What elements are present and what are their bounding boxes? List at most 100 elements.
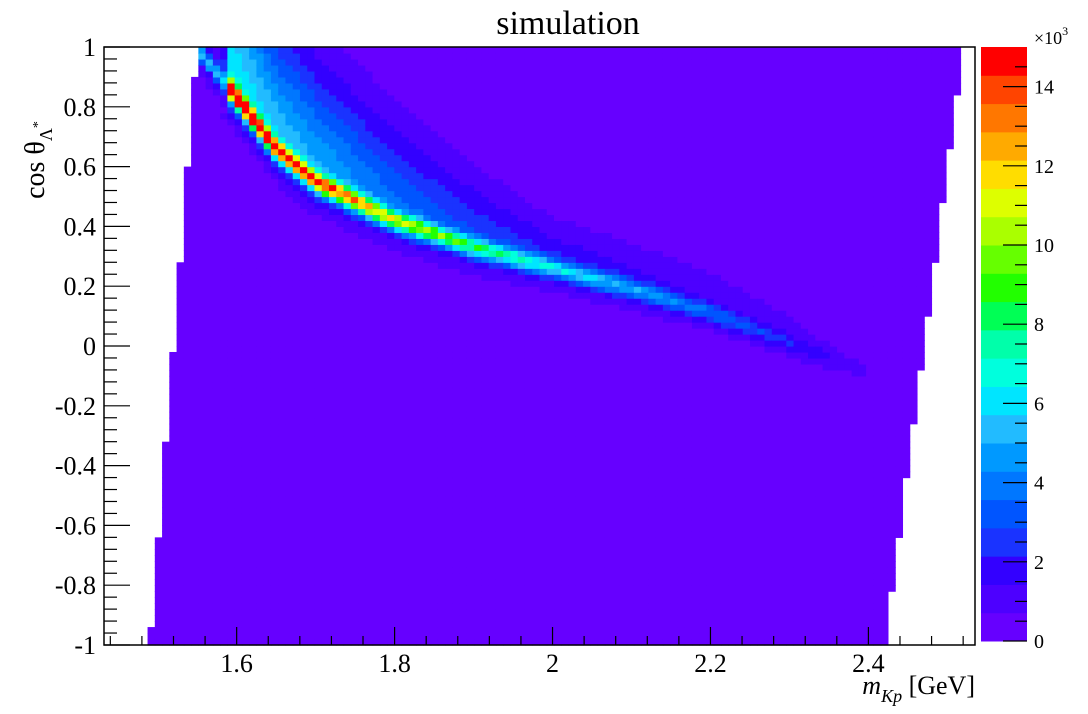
- heatmap-cell: [459, 262, 468, 269]
- heatmap-cell: [358, 220, 366, 227]
- heatmap-cell: [263, 501, 272, 509]
- heatmap-cell: [394, 274, 403, 281]
- heatmap-cell: [292, 124, 301, 132]
- heatmap-cell: [445, 381, 453, 389]
- heatmap-cell: [430, 190, 439, 198]
- heatmap-cell: [198, 381, 207, 389]
- heatmap-cell: [459, 441, 468, 449]
- heatmap-cell: [488, 411, 497, 419]
- heatmap-cell: [285, 118, 294, 126]
- heatmap-cell: [408, 525, 417, 532]
- heatmap-cell: [198, 519, 207, 526]
- heatmap-cell: [430, 585, 439, 592]
- heatmap-cell: [372, 184, 381, 192]
- heatmap-cell: [481, 465, 490, 473]
- heatmap-cell: [198, 346, 207, 353]
- heatmap-cell: [466, 286, 475, 293]
- heatmap-cell: [401, 106, 410, 114]
- heatmap-cell: [416, 477, 424, 485]
- heatmap-cell: [524, 142, 533, 150]
- heatmap-cell: [503, 441, 512, 449]
- heatmap-cell: [191, 166, 199, 174]
- heatmap-cell: [307, 519, 316, 526]
- heatmap-cell: [401, 603, 410, 610]
- heatmap-cell: [307, 47, 316, 54]
- heatmap-cell: [510, 316, 519, 323]
- heatmap-cell: [263, 477, 272, 485]
- heatmap-cell: [350, 52, 359, 60]
- heatmap-cell: [183, 226, 192, 233]
- heatmap-cell: [307, 615, 316, 622]
- heatmap-cell: [510, 328, 519, 335]
- heatmap-cell: [524, 483, 533, 491]
- heatmap-cell: [423, 465, 432, 473]
- heatmap-cell: [430, 489, 439, 497]
- heatmap-cell: [416, 639, 424, 646]
- heatmap-cell: [466, 495, 475, 503]
- heatmap-cell: [524, 579, 533, 586]
- heatmap-cell: [292, 423, 301, 431]
- heatmap-cell: [256, 549, 265, 556]
- heatmap-cell: [263, 507, 272, 515]
- heatmap-cell: [329, 633, 337, 640]
- heatmap-cell: [416, 435, 424, 443]
- heatmap-cell: [321, 375, 330, 383]
- heatmap-cell: [314, 423, 323, 431]
- heatmap-cell: [278, 130, 287, 138]
- heatmap-cell: [314, 543, 323, 550]
- heatmap-cell: [329, 100, 337, 108]
- heatmap-cell: [510, 172, 519, 180]
- heatmap-cell: [481, 369, 490, 377]
- heatmap-cell: [205, 423, 214, 431]
- heatmap-cell: [191, 561, 199, 568]
- heatmap-cell: [416, 208, 424, 216]
- heatmap-cell: [263, 489, 272, 497]
- heatmap-cell: [205, 160, 214, 168]
- heatmap-cell: [423, 274, 432, 281]
- heatmap-cell: [220, 501, 228, 509]
- heatmap-cell: [299, 202, 308, 210]
- heatmap-cell: [372, 142, 381, 150]
- heatmap-cell: [256, 399, 265, 407]
- heatmap-cell: [205, 238, 214, 245]
- heatmap-cell: [256, 519, 265, 526]
- heatmap-cell: [437, 340, 446, 347]
- heatmap-cell: [350, 381, 359, 389]
- heatmap-cell: [510, 627, 519, 634]
- heatmap-cell: [299, 274, 308, 281]
- heatmap-cell: [191, 292, 199, 299]
- heatmap-cell: [481, 567, 490, 574]
- heatmap-cell: [307, 477, 316, 485]
- heatmap-cell: [358, 244, 366, 251]
- heatmap-cell: [329, 351, 337, 359]
- heatmap-cell: [358, 184, 366, 192]
- heatmap-cell: [488, 621, 497, 628]
- heatmap-cell: [532, 561, 541, 568]
- heatmap-cell: [198, 441, 207, 449]
- heatmap-cell: [474, 501, 483, 509]
- heatmap-cell: [517, 459, 526, 467]
- heatmap-cell: [321, 226, 330, 233]
- heatmap-cell: [524, 555, 533, 562]
- heatmap-cell: [379, 387, 388, 395]
- heatmap-cell: [416, 555, 424, 562]
- heatmap-cell: [350, 561, 359, 568]
- heatmap-cell: [176, 375, 185, 383]
- heatmap-cell: [278, 579, 287, 586]
- heatmap-cell: [459, 208, 468, 216]
- heatmap-cell: [314, 196, 323, 204]
- heatmap-cell: [416, 495, 424, 503]
- heatmap-cell: [227, 363, 236, 371]
- heatmap-cell: [249, 160, 258, 168]
- heatmap-cell: [191, 226, 199, 233]
- heatmap-cell: [365, 166, 374, 174]
- heatmap-cell: [372, 226, 381, 233]
- heatmap-cell: [176, 639, 185, 646]
- heatmap-cell: [336, 64, 345, 72]
- heatmap-cell: [249, 525, 258, 532]
- heatmap-cell: [285, 346, 294, 353]
- heatmap-cell: [256, 369, 265, 377]
- heatmap-cell: [423, 232, 432, 239]
- heatmap-cell: [263, 513, 272, 521]
- heatmap-cell: [452, 58, 461, 66]
